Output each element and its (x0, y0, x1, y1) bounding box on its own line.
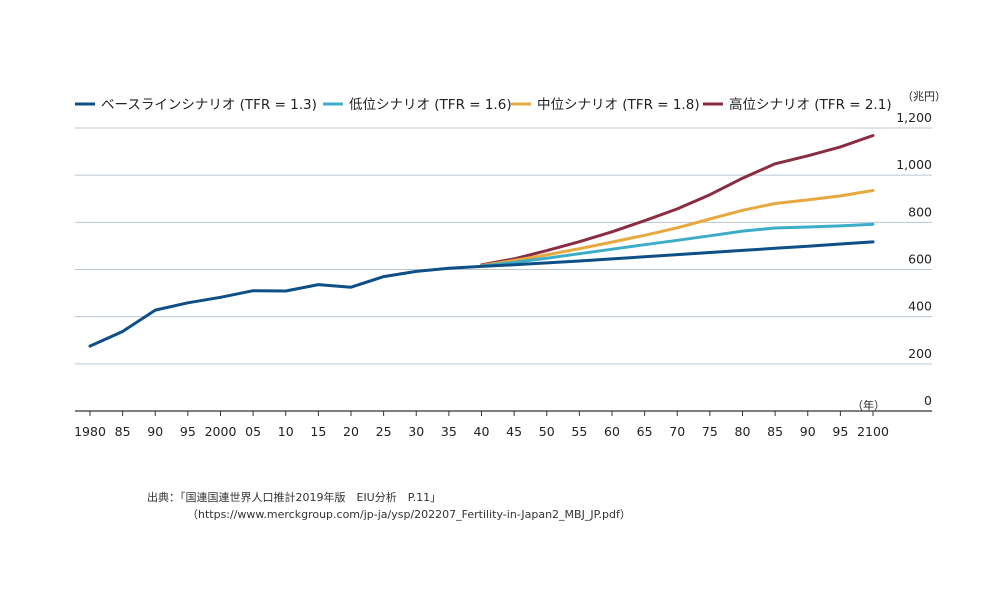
legend-label: 高位シナリオ (TFR = 2.1) (729, 96, 892, 113)
x-tick-label: 95 (832, 424, 848, 439)
x-tick-label: 05 (245, 424, 261, 439)
x-tick-label: 75 (702, 424, 718, 439)
series-line-1 (88, 240, 875, 348)
x-tick-label: 20 (343, 424, 359, 439)
series-line-3 (480, 189, 875, 267)
y-tick-label: 600 (908, 252, 932, 267)
x-tick-label: 2000 (205, 424, 237, 439)
y-axis-ticks: 0 200 400 600 800 1,000 1,200 (896, 110, 932, 408)
series-line-4 (480, 134, 875, 267)
y-tick-label: 0 (924, 393, 932, 408)
x-tick-label: 90 (800, 424, 816, 439)
source-note: 出典：「国連国連世界人口推計2019年版 EIU分析 P.11」 （https:… (147, 489, 631, 523)
x-tick-label: 15 (310, 424, 326, 439)
x-tick-label: 1980 (74, 424, 106, 439)
x-tick-label: 90 (147, 424, 163, 439)
y-axis-unit: （兆円） (902, 90, 946, 103)
x-tick-label: 95 (180, 424, 196, 439)
y-tick-label: 1,000 (896, 157, 932, 172)
legend-label: 低位シナリオ (TFR = 1.6) (349, 97, 512, 113)
x-tick-label: 25 (376, 424, 392, 439)
series-lines (88, 134, 875, 348)
x-tick-label: 50 (539, 424, 555, 439)
x-tick-label: 10 (278, 424, 294, 439)
x-axis: 1980 85 90 95 2000 05 10 15 20 25 30 35 40 45 50 55 60 65… (74, 410, 932, 439)
x-tick-label: 65 (637, 424, 653, 439)
x-tick-label: 85 (115, 424, 131, 439)
x-tick-label: 2100 (857, 424, 889, 439)
grid-lines (75, 127, 932, 365)
x-tick-label: 55 (571, 424, 587, 439)
y-tick-label: 200 (908, 346, 932, 361)
x-tick-label: 35 (441, 424, 457, 439)
source-url: （https://www.merckgroup.com/jp-ja/ysp/20… (187, 508, 631, 521)
y-tick-label: 1,200 (896, 110, 932, 125)
x-tick-label: 80 (735, 424, 751, 439)
x-tick-label: 45 (506, 424, 522, 439)
x-tick-label: 85 (767, 424, 783, 439)
legend-label: 中位シナリオ (TFR = 1.8) (537, 97, 700, 113)
x-tick-label: 70 (669, 424, 685, 439)
y-tick-label: 800 (908, 204, 932, 219)
legend: ベースラインシナリオ (TFR = 1.3) 低位シナリオ (TFR = 1.6)… (75, 96, 892, 113)
series-line-2 (480, 222, 875, 268)
x-tick-label: 60 (604, 424, 620, 439)
legend-label: ベースラインシナリオ (TFR = 1.3) (101, 97, 317, 113)
y-tick-label: 400 (908, 299, 932, 314)
x-tick-label: 30 (408, 424, 424, 439)
source-line-1: 出典：「国連国連世界人口推計2019年版 EIU分析 P.11」 (147, 491, 442, 504)
x-axis-unit: （年） (852, 398, 885, 412)
x-tick-label: 40 (474, 424, 490, 439)
